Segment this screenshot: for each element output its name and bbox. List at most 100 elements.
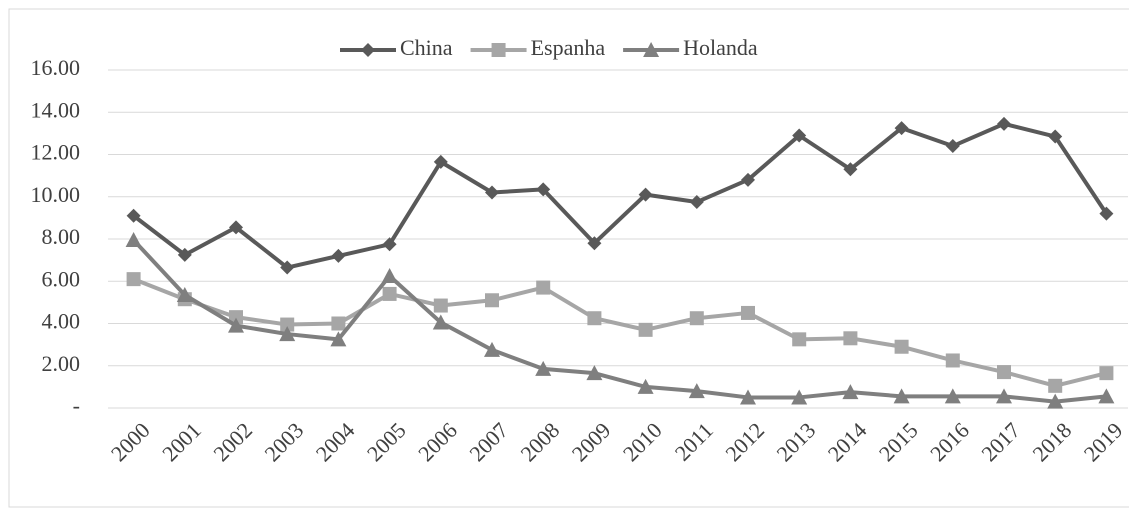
point xyxy=(740,389,756,405)
y-tick-label: 6.00 xyxy=(42,266,81,291)
legend: China Espanha Holanda xyxy=(340,35,758,60)
point xyxy=(484,341,500,357)
point xyxy=(126,272,141,287)
point xyxy=(689,311,704,326)
x-tick-label: 2014 xyxy=(823,417,872,466)
point xyxy=(638,322,653,337)
y-tick-label: 16.00 xyxy=(31,55,81,80)
legend-label: Holanda xyxy=(683,35,758,60)
x-tick-label: 2015 xyxy=(874,417,923,466)
point xyxy=(433,298,448,313)
chart-frame xyxy=(8,8,1129,508)
series-line xyxy=(132,277,1107,388)
point xyxy=(536,182,551,197)
point xyxy=(280,260,295,275)
point xyxy=(229,220,243,235)
point xyxy=(125,232,142,248)
y-tick-label: 14.00 xyxy=(31,97,81,122)
point xyxy=(587,236,602,251)
series xyxy=(126,116,1114,275)
legend-label: Espanha xyxy=(531,35,606,60)
x-tick-label: 2006 xyxy=(413,417,462,466)
point xyxy=(485,185,499,200)
point xyxy=(894,339,909,354)
x-tick-label: 2017 xyxy=(976,417,1025,466)
x-tick-label: 2018 xyxy=(1028,417,1077,466)
x-tick-label: 2007 xyxy=(464,417,513,466)
point xyxy=(229,310,243,325)
point xyxy=(792,332,807,347)
x-tick-label: 2009 xyxy=(567,417,616,466)
point xyxy=(945,139,960,154)
point xyxy=(1098,388,1115,404)
x-tick-label: 2011 xyxy=(670,417,718,465)
y-tick-label: - xyxy=(73,393,80,418)
point xyxy=(331,248,346,263)
point xyxy=(382,286,397,301)
point xyxy=(176,286,193,302)
point xyxy=(433,154,448,169)
point xyxy=(689,195,704,210)
y-tick-label: 4.00 xyxy=(42,309,81,334)
point xyxy=(688,383,705,399)
point xyxy=(741,305,755,320)
point xyxy=(893,388,910,404)
x-tick-label: 2003 xyxy=(260,417,309,466)
point xyxy=(996,388,1012,404)
y-tick-label: 12.00 xyxy=(31,140,81,165)
x-tick-label: 2002 xyxy=(208,417,257,466)
series-line xyxy=(132,121,1109,270)
x-tick-label: 2000 xyxy=(106,417,155,466)
point xyxy=(177,247,192,262)
point xyxy=(1047,393,1064,409)
point xyxy=(638,187,653,202)
point xyxy=(1048,378,1063,393)
point xyxy=(587,311,602,326)
point xyxy=(791,389,808,405)
point xyxy=(279,326,296,342)
y-tick-label: 8.00 xyxy=(42,224,81,249)
point xyxy=(330,331,347,347)
point xyxy=(381,267,398,283)
x-tick-label: 2008 xyxy=(516,417,565,466)
point xyxy=(536,280,551,295)
point xyxy=(228,317,244,333)
point xyxy=(843,331,858,346)
point xyxy=(280,317,295,332)
legend-marker xyxy=(361,43,375,57)
point xyxy=(997,116,1011,131)
x-tick-label: 2005 xyxy=(362,417,411,466)
point xyxy=(1048,129,1063,144)
x-tick-label: 2013 xyxy=(772,417,821,466)
series xyxy=(126,272,1114,393)
point xyxy=(586,365,603,381)
point xyxy=(432,314,449,330)
point xyxy=(1099,206,1114,221)
point xyxy=(126,208,141,223)
x-tick-label: 2016 xyxy=(925,417,974,466)
x-tick-label: 2010 xyxy=(618,417,667,466)
x-tick-label: 2004 xyxy=(311,417,360,466)
legend-marker xyxy=(643,42,660,57)
series xyxy=(125,232,1115,409)
point xyxy=(741,172,755,187)
x-tick-label: 2019 xyxy=(1079,417,1128,466)
point xyxy=(945,353,960,368)
x-tick-label: 2001 xyxy=(157,417,206,466)
legend-marker xyxy=(491,43,506,57)
point xyxy=(535,360,552,376)
point xyxy=(792,128,807,143)
y-tick-label: 10.00 xyxy=(31,182,81,207)
series-line xyxy=(132,238,1107,404)
point xyxy=(997,365,1011,380)
point xyxy=(842,384,859,400)
point xyxy=(382,237,397,252)
x-tick-label: 2012 xyxy=(720,417,769,466)
legend-label: China xyxy=(400,35,453,60)
point xyxy=(843,162,858,177)
point xyxy=(637,378,654,394)
point xyxy=(1099,366,1114,381)
point xyxy=(331,316,346,331)
y-tick-label: 2.00 xyxy=(42,351,81,376)
